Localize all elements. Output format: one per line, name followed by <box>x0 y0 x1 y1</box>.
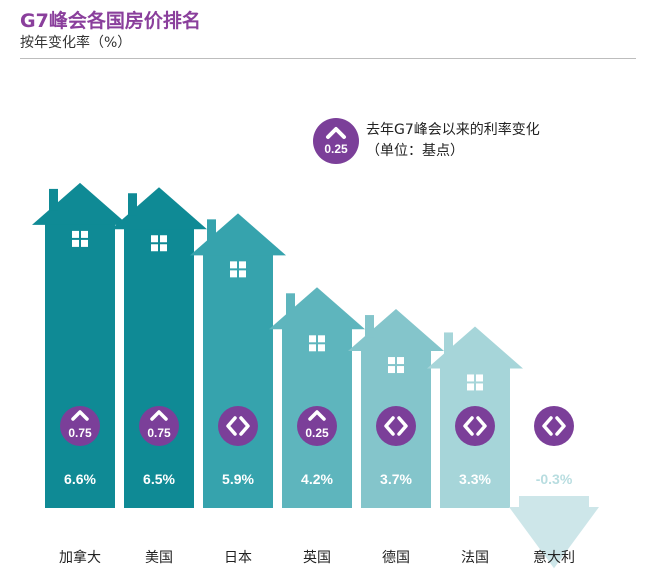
house-bar-6: -0.3% 意大利 <box>509 406 599 569</box>
value-label: 3.7% <box>380 471 412 487</box>
category-label: 意大利 <box>533 549 575 566</box>
value-label: 5.9% <box>222 471 254 487</box>
house-chimney <box>286 293 295 316</box>
unchanged-icon <box>463 416 487 436</box>
house-roof <box>111 187 207 230</box>
house-bar-1: 0.75 6.5% 美国 <box>111 187 207 566</box>
legend-badge: 0.25 <box>313 118 359 164</box>
value-label: 6.6% <box>64 471 96 487</box>
legend-line-2: （单位：基点） <box>366 143 464 159</box>
chevron-up-icon <box>150 410 168 421</box>
house-roof <box>427 326 523 369</box>
value-label: 3.3% <box>459 471 491 487</box>
unchanged-icon <box>384 416 408 436</box>
house-bar-5: 3.3% 法国 <box>427 326 523 566</box>
rate-badge <box>218 406 258 446</box>
negative-bar-body <box>519 496 589 508</box>
house-bar-0: 0.75 6.6% 加拿大 <box>32 182 128 566</box>
unchanged-icon <box>542 416 566 436</box>
category-label: 德国 <box>382 550 410 566</box>
rate-badge <box>376 406 416 446</box>
window-icon <box>467 374 483 391</box>
legend-badge-value: 0.25 <box>324 142 348 156</box>
category-label: 英国 <box>303 549 331 566</box>
category-label: 法国 <box>461 550 489 566</box>
house-roof <box>269 287 365 330</box>
unchanged-icon <box>226 416 250 436</box>
window-icon <box>151 235 167 252</box>
rate-badge-label: 0.75 <box>68 426 92 440</box>
rate-badge-label: 0.25 <box>305 426 329 440</box>
chevron-up-icon: 0.25 <box>324 127 348 156</box>
house-chimney <box>128 193 137 216</box>
house-bar-2: 5.9% 日本 <box>190 213 286 566</box>
window-icon <box>72 230 88 247</box>
title-divider <box>20 58 636 59</box>
house-chimney <box>444 332 453 355</box>
rate-badge-label: 0.75 <box>147 426 171 440</box>
window-icon <box>388 357 404 374</box>
house-bar-3: 0.25 4.2% 英国 <box>269 287 365 566</box>
value-label: -0.3% <box>536 471 573 487</box>
house-roof <box>348 309 444 352</box>
house-roof <box>32 182 128 225</box>
rate-badge <box>139 406 179 446</box>
house-body <box>124 225 194 508</box>
rate-badge <box>297 406 337 446</box>
house-body <box>45 220 115 508</box>
rate-badge <box>60 406 100 446</box>
rate-badge <box>455 406 495 446</box>
legend-line-1: 去年G7峰会以来的利率变化 <box>366 122 540 138</box>
chart-title: G7峰会各国房价排名 <box>20 10 201 32</box>
house-chimney <box>49 188 58 211</box>
window-icon <box>230 261 246 278</box>
house-bar-4: 3.7% 德国 <box>348 309 444 566</box>
value-label: 6.5% <box>143 471 175 487</box>
chart-subtitle: 按年变化率（%） <box>20 35 132 51</box>
chevron-up-icon <box>308 410 326 421</box>
category-label: 日本 <box>224 550 252 566</box>
category-label: 美国 <box>145 550 173 566</box>
house-roof <box>190 213 286 256</box>
chevron-up-icon <box>71 410 89 421</box>
house-body <box>203 251 273 508</box>
down-arrow-icon <box>509 507 599 569</box>
house-chimney <box>365 315 374 338</box>
house-chimney <box>207 219 216 242</box>
legend-text: 去年G7峰会以来的利率变化 （单位：基点） <box>366 120 540 162</box>
window-icon <box>309 335 325 352</box>
category-label: 加拿大 <box>59 549 101 566</box>
value-label: 4.2% <box>301 471 333 487</box>
rate-badge <box>534 406 574 446</box>
